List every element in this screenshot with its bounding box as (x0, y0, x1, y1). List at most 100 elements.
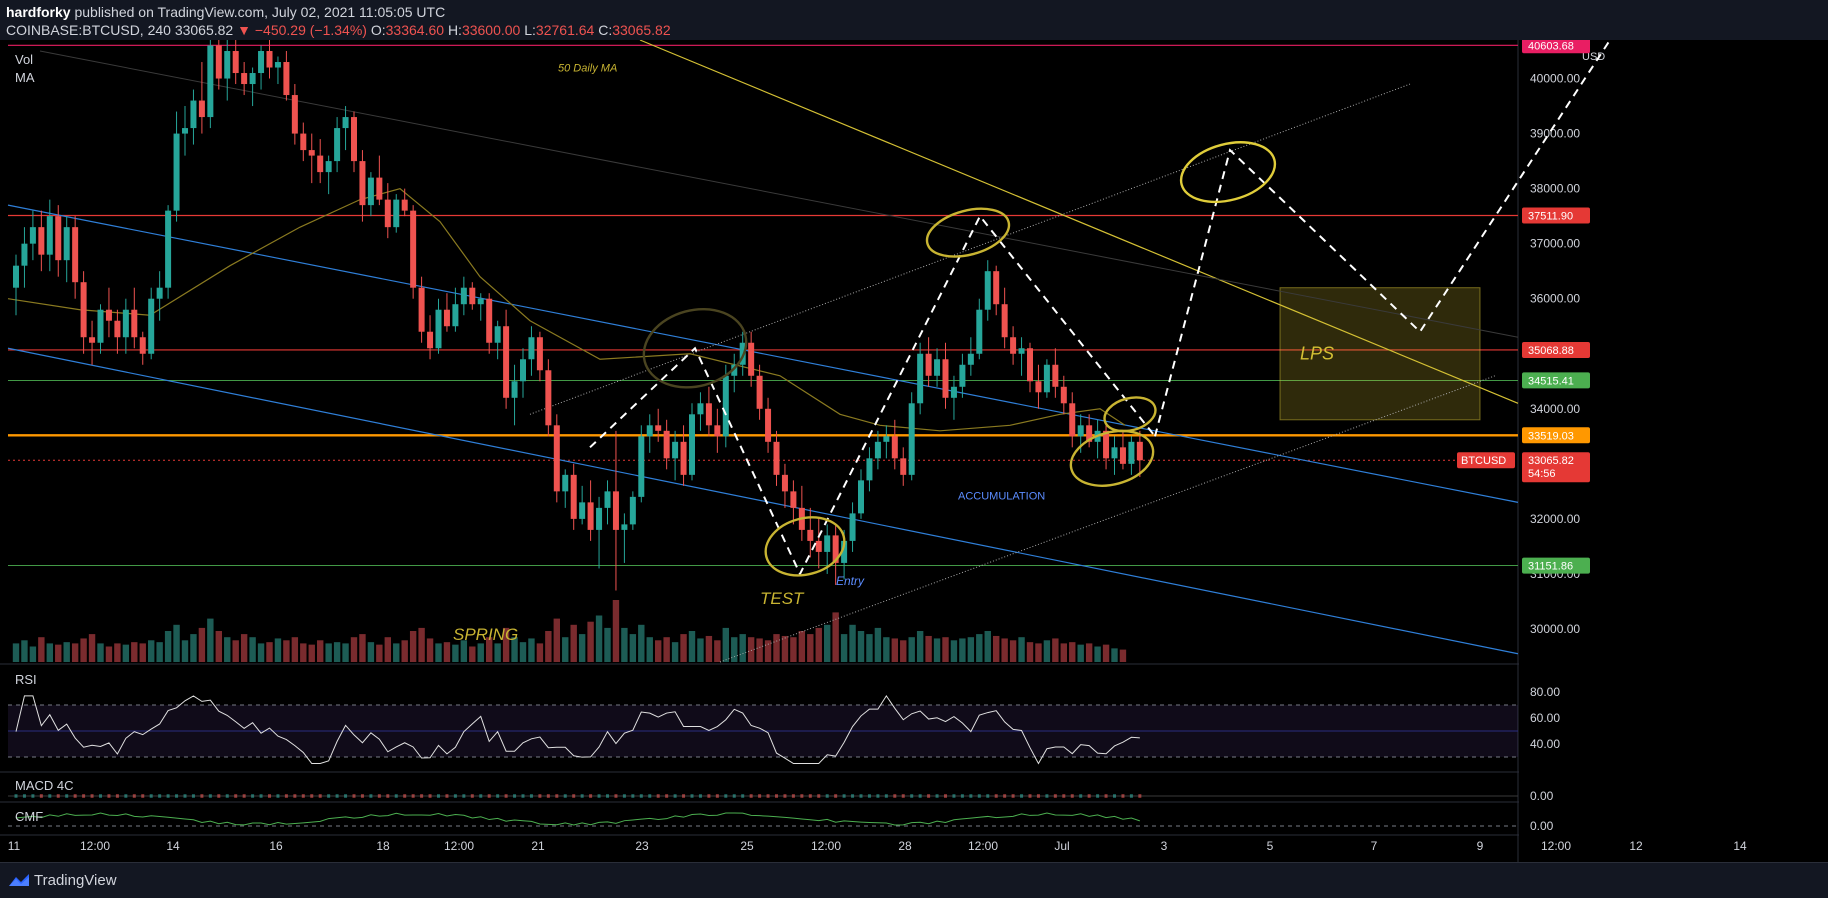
candle-body (325, 161, 332, 173)
volume-bar (519, 642, 527, 662)
macd-value-label: 0.00 (1530, 789, 1554, 803)
annotation-test: TEST (760, 589, 805, 608)
price-tag (1522, 372, 1590, 389)
volume-bar (1060, 643, 1067, 662)
y-tick-label: 37000.00 (1530, 237, 1580, 251)
candle-body (38, 227, 45, 255)
symbol-tag-label: BTCUSD (1461, 455, 1506, 467)
volume-bar (1077, 644, 1084, 662)
open-label: O: (370, 22, 386, 38)
hand-drawn-circle (1179, 141, 1277, 204)
candle-body (1001, 304, 1008, 338)
volume-bar (29, 646, 37, 662)
volume-bar (215, 631, 222, 662)
tradingview-brand[interactable]: TradingView (34, 872, 117, 889)
candle-body (604, 491, 611, 508)
candle-body (697, 403, 704, 415)
candle-body (874, 441, 881, 459)
candle-body (308, 150, 315, 156)
volume-bar (63, 642, 70, 662)
candle-body (976, 309, 983, 354)
candle-body (891, 436, 898, 459)
volume-bar (367, 642, 375, 662)
volume-bar (207, 618, 214, 662)
volume-bar (173, 624, 180, 662)
rsi-title: RSI (15, 672, 37, 687)
cmf-title: CMF (15, 809, 44, 824)
volume-bar (773, 634, 780, 662)
close-value: 33065.82 (612, 22, 671, 38)
candle-body (849, 513, 856, 541)
candle-body (494, 326, 501, 343)
candle-body (925, 353, 932, 376)
candle-body (477, 298, 484, 305)
change-down-icon: ▼ (237, 22, 251, 38)
hand-drawn-circle (925, 207, 1011, 258)
volume-bar (916, 631, 924, 662)
candle-body (1086, 425, 1093, 442)
volume-bar (646, 637, 653, 662)
hand-drawn-circle (642, 307, 748, 389)
volume-bar (435, 643, 442, 662)
price-axis-bg (1519, 40, 1828, 862)
candle-body (427, 331, 434, 349)
candle-body (80, 282, 87, 338)
x-tick-label: 11 (8, 839, 21, 853)
volume-bar (409, 631, 417, 662)
cmf-line (15, 812, 1141, 826)
volume-bar (114, 643, 121, 662)
y-tick-label: 30000.00 (1530, 622, 1580, 636)
price-tag-label: 37511.90 (1528, 210, 1573, 222)
annotation-entry: Entry (836, 574, 865, 588)
candle-body (815, 540, 822, 552)
candle-body (207, 45, 214, 118)
volume-bar (638, 624, 645, 662)
x-tick-label: 9 (1477, 839, 1484, 853)
candle-body (122, 309, 129, 338)
upper-channel-line (7, 204, 1519, 503)
candle-body (841, 540, 848, 563)
volume-bar (274, 638, 282, 662)
x-tick-label: 12:00 (968, 839, 998, 853)
author-name[interactable]: hardforky (6, 4, 71, 20)
volume-bar (925, 635, 932, 662)
volume-bar (376, 644, 383, 662)
candle-body (224, 51, 231, 79)
volume-bar (486, 637, 493, 662)
candle-body (1027, 348, 1033, 382)
volume-bar (545, 631, 552, 662)
candle-body (832, 535, 839, 563)
volume-bar (807, 634, 814, 662)
hand-drawn-circle (1103, 396, 1157, 433)
annotation-accumulation: ACCUMULATION (958, 491, 1045, 503)
price-tag (1522, 207, 1590, 224)
candle-body (342, 117, 349, 129)
publish-date: published on TradingView.com, July 02, 2… (70, 4, 446, 20)
candle-body (1035, 381, 1042, 393)
candle-body (612, 491, 619, 530)
candle-body (646, 425, 653, 437)
candle-body (1128, 441, 1135, 464)
tradingview-logo-icon[interactable] (8, 873, 30, 887)
volume-bar (502, 627, 510, 662)
volume-bar (401, 640, 408, 662)
volume-bar (333, 642, 341, 662)
volume-bar (798, 631, 806, 662)
volume-bar (156, 642, 163, 662)
volume-bar (528, 638, 535, 662)
lower-channel-line (7, 347, 1519, 655)
volume-bar (824, 624, 831, 662)
volume-bar (418, 627, 425, 662)
candle-body (587, 502, 594, 530)
candle-body (198, 100, 205, 118)
candle-body (72, 227, 79, 283)
price-tag-label: 34515.41 (1528, 375, 1574, 387)
candle-body (705, 403, 712, 426)
candle-body (266, 51, 273, 68)
candle-body (1077, 425, 1084, 437)
volume-bar (950, 640, 958, 662)
price-tag (1522, 341, 1590, 358)
candle-body (1018, 348, 1025, 354)
volume-bar (908, 637, 915, 662)
